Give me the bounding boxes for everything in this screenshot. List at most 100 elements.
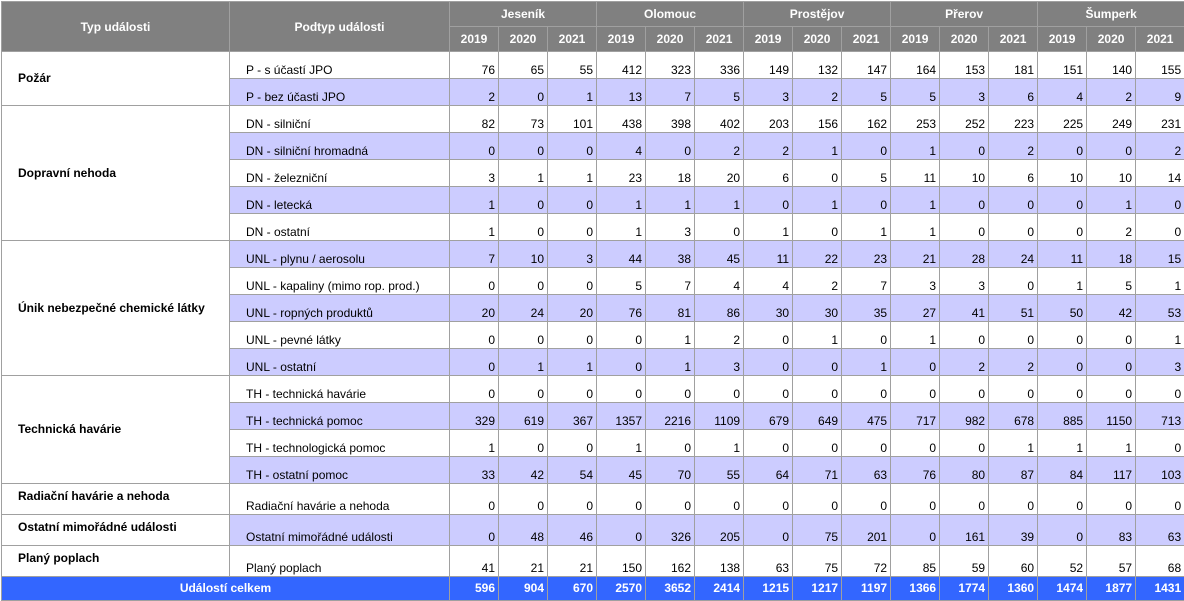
value-cell: 138 bbox=[695, 546, 744, 577]
value-cell: 21 bbox=[499, 546, 548, 577]
value-cell: 9 bbox=[1136, 79, 1184, 106]
value-cell: 203 bbox=[744, 106, 793, 133]
value-cell: 0 bbox=[989, 187, 1038, 214]
value-cell: 713 bbox=[1136, 403, 1184, 430]
value-cell: 0 bbox=[1038, 515, 1087, 546]
event-subtype: P - bez účasti JPO bbox=[230, 79, 450, 106]
value-cell: 147 bbox=[842, 52, 891, 79]
value-cell: 717 bbox=[891, 403, 940, 430]
value-cell: 0 bbox=[1087, 349, 1136, 376]
value-cell: 1 bbox=[450, 187, 499, 214]
value-cell: 0 bbox=[695, 484, 744, 515]
value-cell: 2 bbox=[695, 322, 744, 349]
value-cell: 10 bbox=[499, 241, 548, 268]
value-cell: 101 bbox=[548, 106, 597, 133]
header-year: 2021 bbox=[989, 27, 1038, 52]
event-subtype: UNL - kapaliny (mimo rop. prod.) bbox=[230, 268, 450, 295]
value-cell: 398 bbox=[646, 106, 695, 133]
value-cell: 0 bbox=[744, 430, 793, 457]
header-subtype: Podtyp události bbox=[230, 2, 450, 52]
value-cell: 1 bbox=[1087, 187, 1136, 214]
value-cell: 3 bbox=[450, 160, 499, 187]
value-cell: 0 bbox=[989, 268, 1038, 295]
value-cell: 0 bbox=[499, 268, 548, 295]
value-cell: 649 bbox=[793, 403, 842, 430]
value-cell: 0 bbox=[597, 484, 646, 515]
value-cell: 80 bbox=[940, 457, 989, 484]
value-cell: 1 bbox=[597, 430, 646, 457]
total-value: 904 bbox=[499, 577, 548, 601]
event-subtype: UNL - pevné látky bbox=[230, 322, 450, 349]
value-cell: 151 bbox=[1038, 52, 1087, 79]
value-cell: 2 bbox=[1087, 214, 1136, 241]
total-value: 1366 bbox=[891, 577, 940, 601]
event-type: Únik nebezpečné chemické látky bbox=[2, 241, 230, 376]
header-year: 2021 bbox=[695, 27, 744, 52]
value-cell: 155 bbox=[1136, 52, 1184, 79]
value-cell: 336 bbox=[695, 52, 744, 79]
value-cell: 50 bbox=[1038, 295, 1087, 322]
value-cell: 1 bbox=[793, 322, 842, 349]
value-cell: 1 bbox=[597, 187, 646, 214]
value-cell: 24 bbox=[989, 241, 1038, 268]
value-cell: 0 bbox=[499, 214, 548, 241]
value-cell: 0 bbox=[499, 79, 548, 106]
value-cell: 1 bbox=[1087, 430, 1136, 457]
value-cell: 72 bbox=[842, 546, 891, 577]
value-cell: 55 bbox=[548, 52, 597, 79]
value-cell: 7 bbox=[646, 268, 695, 295]
value-cell: 3 bbox=[940, 79, 989, 106]
value-cell: 0 bbox=[940, 322, 989, 349]
value-cell: 2 bbox=[450, 79, 499, 106]
value-cell: 42 bbox=[499, 457, 548, 484]
value-cell: 1357 bbox=[597, 403, 646, 430]
value-cell: 0 bbox=[891, 430, 940, 457]
event-subtype: UNL - ropných produktů bbox=[230, 295, 450, 322]
value-cell: 2 bbox=[989, 349, 1038, 376]
event-type: Radiační havárie a nehoda bbox=[2, 484, 230, 515]
value-cell: 51 bbox=[989, 295, 1038, 322]
value-cell: 885 bbox=[1038, 403, 1087, 430]
header-year: 2020 bbox=[499, 27, 548, 52]
value-cell: 84 bbox=[1038, 457, 1087, 484]
event-subtype: Radiační havárie a nehoda bbox=[230, 484, 450, 515]
header-year: 2019 bbox=[744, 27, 793, 52]
value-cell: 0 bbox=[1038, 349, 1087, 376]
value-cell: 0 bbox=[597, 515, 646, 546]
value-cell: 0 bbox=[1136, 187, 1184, 214]
value-cell: 412 bbox=[597, 52, 646, 79]
value-cell: 0 bbox=[548, 376, 597, 403]
value-cell: 1 bbox=[646, 349, 695, 376]
header-year: 2021 bbox=[842, 27, 891, 52]
value-cell: 156 bbox=[793, 106, 842, 133]
value-cell: 23 bbox=[597, 160, 646, 187]
value-cell: 0 bbox=[793, 160, 842, 187]
value-cell: 0 bbox=[1087, 322, 1136, 349]
value-cell: 0 bbox=[891, 376, 940, 403]
value-cell: 28 bbox=[940, 241, 989, 268]
value-cell: 1 bbox=[744, 214, 793, 241]
header-district: Přerov bbox=[891, 2, 1038, 27]
header-year: 2021 bbox=[548, 27, 597, 52]
value-cell: 2 bbox=[695, 133, 744, 160]
value-cell: 0 bbox=[597, 376, 646, 403]
value-cell: 5 bbox=[695, 79, 744, 106]
value-cell: 65 bbox=[499, 52, 548, 79]
event-subtype: TH - technologická pomoc bbox=[230, 430, 450, 457]
value-cell: 0 bbox=[1087, 484, 1136, 515]
total-value: 670 bbox=[548, 577, 597, 601]
value-cell: 5 bbox=[891, 79, 940, 106]
event-subtype: Planý poplach bbox=[230, 546, 450, 577]
value-cell: 205 bbox=[695, 515, 744, 546]
value-cell: 1 bbox=[1136, 322, 1184, 349]
value-cell: 0 bbox=[1038, 133, 1087, 160]
value-cell: 87 bbox=[989, 457, 1038, 484]
value-cell: 1 bbox=[695, 187, 744, 214]
value-cell: 1 bbox=[793, 133, 842, 160]
total-value: 1215 bbox=[744, 577, 793, 601]
value-cell: 0 bbox=[450, 133, 499, 160]
value-cell: 53 bbox=[1136, 295, 1184, 322]
event-subtype: DN - letecká bbox=[230, 187, 450, 214]
